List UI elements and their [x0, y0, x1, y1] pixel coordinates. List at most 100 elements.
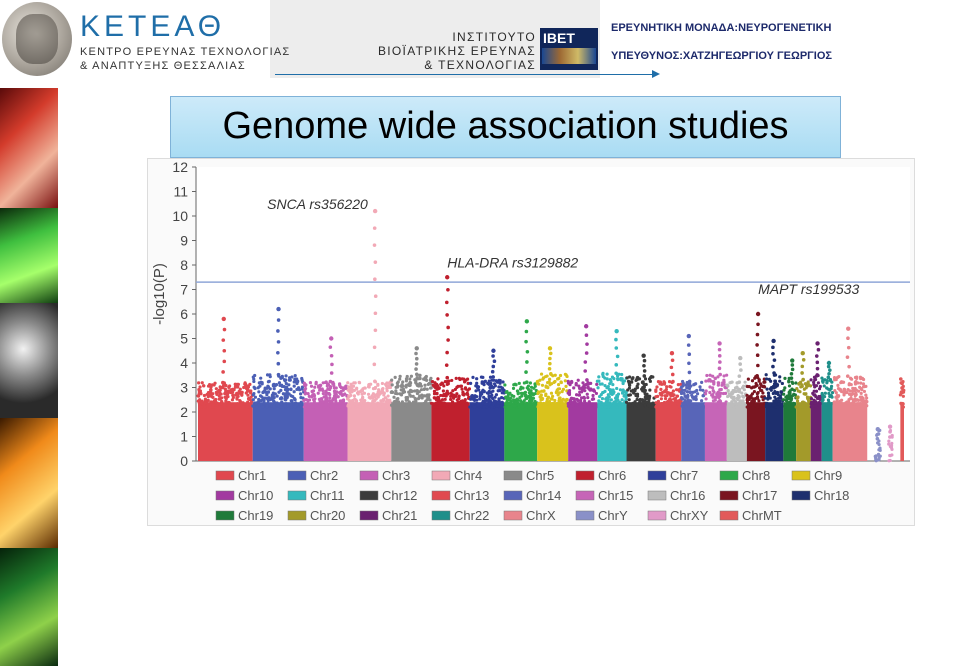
data-point: [283, 404, 287, 408]
data-point: [601, 371, 605, 375]
data-point: [783, 376, 787, 380]
data-point: [252, 379, 256, 384]
series-band: [504, 402, 538, 461]
data-point: [754, 381, 758, 386]
data-point: [451, 389, 455, 393]
data-point: [238, 398, 242, 403]
data-point: [416, 377, 420, 381]
series-band: [391, 402, 432, 461]
data-point: [512, 404, 516, 408]
data-point: [292, 380, 296, 384]
data-point: [589, 402, 593, 407]
data-point: [285, 393, 289, 397]
data-point: [314, 380, 318, 384]
data-point: [674, 388, 679, 392]
data-point: [258, 394, 263, 398]
data-point: [900, 386, 904, 390]
data-point: [633, 400, 637, 404]
data-point: [442, 403, 447, 407]
data-point: [363, 386, 367, 390]
data-point: [485, 391, 489, 395]
data-point: [615, 354, 620, 359]
ibet-logo: IBET: [540, 28, 598, 70]
data-point: [445, 389, 449, 393]
data-point: [485, 405, 489, 409]
legend-swatch: [431, 490, 451, 501]
data-point: [445, 380, 449, 384]
data-point: [583, 389, 587, 393]
data-point: [601, 390, 605, 395]
data-point: [548, 356, 552, 361]
data-point: [223, 405, 227, 409]
data-point: [825, 386, 829, 390]
series-band: [655, 402, 682, 461]
data-point: [802, 402, 806, 406]
data-point: [436, 377, 440, 381]
data-point: [457, 376, 461, 380]
data-point: [703, 392, 708, 396]
data-point: [265, 393, 269, 397]
data-point: [848, 376, 853, 380]
data-point: [822, 394, 827, 399]
data-point: [853, 380, 857, 384]
data-point: [572, 386, 576, 390]
data-point: [859, 398, 863, 402]
data-point: [482, 405, 486, 409]
data-point: [333, 397, 337, 401]
data-point: [651, 401, 655, 405]
data-point: [427, 393, 431, 397]
data-point: [856, 398, 861, 402]
data-point: [642, 369, 647, 373]
data-point: [595, 382, 599, 386]
data-point: [283, 388, 288, 392]
data-point: [620, 372, 624, 377]
data-point: [413, 389, 417, 393]
legend-label: Chr1: [238, 468, 266, 483]
data-point: [833, 378, 837, 382]
data-point: [499, 404, 503, 408]
data-point: [544, 393, 548, 398]
y-tick-label: 6: [180, 306, 188, 322]
data-point: [349, 385, 353, 390]
data-point: [889, 444, 894, 448]
data-point: [376, 401, 380, 405]
data-point: [393, 375, 397, 379]
data-point: [550, 382, 554, 386]
data-point: [543, 402, 547, 406]
data-point: [798, 380, 803, 384]
data-point: [553, 373, 557, 377]
data-point: [488, 385, 492, 390]
keteath-subtitle-2: & ΑΝΑΠΤΥΞΗΣ ΘΕΣΣΑΛΙΑΣ: [80, 60, 246, 72]
data-point: [685, 390, 689, 394]
legend-swatch: [575, 510, 595, 521]
data-point: [836, 383, 840, 387]
data-point: [307, 402, 311, 407]
data-point: [205, 405, 209, 409]
data-point: [722, 374, 726, 378]
data-point: [558, 373, 563, 378]
data-point: [800, 364, 805, 369]
data-point: [506, 405, 510, 409]
data-point: [624, 400, 629, 404]
data-point: [821, 378, 826, 382]
data-point: [388, 385, 392, 390]
peak-point: [583, 324, 589, 329]
data-point: [293, 397, 297, 402]
data-point: [787, 402, 791, 406]
data-point: [716, 383, 720, 387]
data-point: [373, 277, 377, 281]
legend-label: Chr21: [382, 508, 417, 523]
data-point: [423, 394, 427, 398]
series-band: [796, 402, 811, 461]
data-point: [643, 403, 647, 407]
data-point: [709, 379, 713, 383]
data-point: [348, 390, 352, 395]
data-point: [346, 388, 350, 392]
data-point: [285, 395, 289, 400]
data-point: [642, 389, 646, 394]
data-point: [768, 402, 772, 407]
data-point: [221, 370, 225, 374]
data-point: [433, 405, 437, 409]
data-point: [706, 405, 710, 409]
data-point: [284, 374, 288, 378]
